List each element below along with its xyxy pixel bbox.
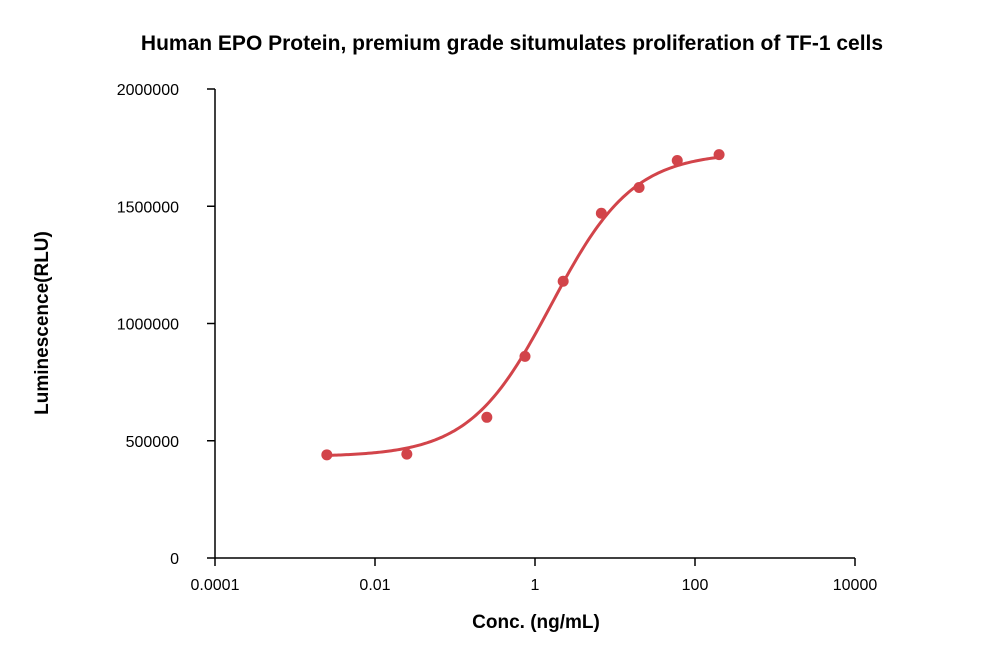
fit-curve <box>325 155 721 457</box>
data-point <box>321 449 333 461</box>
x-tick-label: 100 <box>682 577 709 594</box>
data-point <box>633 181 645 193</box>
data-point <box>595 207 607 219</box>
data-point <box>671 155 683 167</box>
data-point <box>519 350 531 362</box>
x-tick-label: 0.01 <box>359 577 390 594</box>
plot-area <box>321 149 725 461</box>
x-tick-label: 10000 <box>833 577 878 594</box>
y-axis-label: Luminescence(RLU) <box>32 231 53 415</box>
data-point <box>557 275 569 287</box>
chart-title: Human EPO Protein, premium grade situmul… <box>141 32 883 55</box>
data-point <box>481 411 493 423</box>
y-tick-label: 2000000 <box>117 82 179 99</box>
x-tick-label: 0.0001 <box>191 577 240 594</box>
x-tick-label: 1 <box>531 577 540 594</box>
y-tick-label: 1000000 <box>117 317 179 334</box>
y-tick-label: 1500000 <box>117 199 179 216</box>
data-point <box>713 149 725 161</box>
data-point <box>401 448 413 460</box>
y-tick-label: 500000 <box>126 434 179 451</box>
y-tick-label: 0 <box>170 551 179 568</box>
x-axis-label: Conc. (ng/mL) <box>472 612 600 633</box>
